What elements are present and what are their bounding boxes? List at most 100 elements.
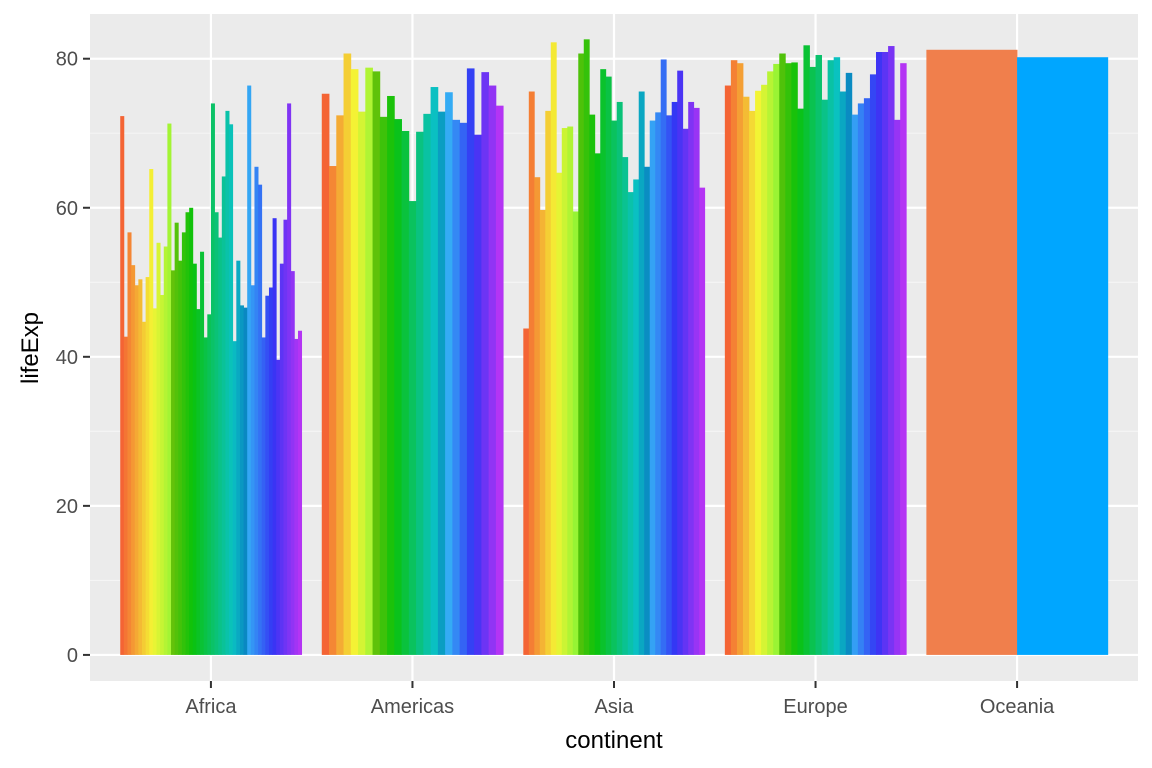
bar-americas bbox=[445, 92, 453, 655]
bar-africa bbox=[171, 270, 176, 655]
bar-asia bbox=[633, 179, 640, 655]
bar-europe bbox=[821, 99, 829, 655]
bar-africa bbox=[196, 309, 201, 655]
bar-americas bbox=[416, 131, 424, 655]
bar-asia bbox=[594, 153, 601, 655]
bar-asia bbox=[611, 120, 618, 655]
y-tick-label: 80 bbox=[56, 49, 78, 71]
bar-africa bbox=[138, 279, 143, 655]
bar-oceania bbox=[926, 49, 1018, 655]
bar-europe bbox=[863, 98, 871, 655]
bar-africa bbox=[189, 207, 194, 655]
bar-americas bbox=[408, 201, 417, 655]
bar-asia bbox=[528, 91, 535, 655]
bar-africa bbox=[294, 338, 299, 655]
bars-layer bbox=[120, 39, 1109, 655]
bar-europe bbox=[736, 63, 744, 655]
bar-asia bbox=[688, 101, 695, 655]
bar-africa bbox=[221, 176, 226, 655]
bar-europe bbox=[876, 52, 883, 655]
bar-europe bbox=[882, 52, 889, 655]
bar-africa bbox=[123, 336, 128, 655]
bar-europe bbox=[803, 45, 810, 655]
bar-asia bbox=[666, 115, 673, 655]
bar-europe bbox=[749, 110, 756, 655]
bar-africa bbox=[272, 218, 277, 655]
bar-africa bbox=[214, 212, 219, 655]
bar-europe bbox=[779, 53, 786, 655]
bar-americas bbox=[365, 67, 373, 655]
bar-africa bbox=[167, 123, 172, 655]
bar-africa bbox=[200, 251, 205, 655]
bar-africa bbox=[192, 263, 197, 655]
bar-europe bbox=[767, 71, 774, 655]
bar-asia bbox=[572, 211, 579, 655]
bar-europe bbox=[827, 60, 835, 655]
x-axis: Africa Americas Asia Europe Oceania bbox=[185, 681, 1055, 718]
bar-africa bbox=[145, 277, 150, 655]
bar-africa bbox=[163, 246, 168, 655]
bar-africa bbox=[232, 341, 237, 655]
bar-africa bbox=[178, 260, 183, 655]
bar-asia bbox=[622, 157, 629, 655]
bar-europe bbox=[730, 60, 738, 655]
bar-africa bbox=[243, 307, 248, 655]
bar-europe bbox=[724, 85, 732, 655]
bar-africa bbox=[174, 222, 179, 655]
bar-asia bbox=[655, 112, 662, 655]
bar-americas bbox=[401, 131, 410, 655]
bar-africa bbox=[287, 103, 292, 655]
bar-africa bbox=[290, 271, 295, 655]
bar-americas bbox=[350, 69, 359, 655]
bar-asia bbox=[699, 187, 706, 655]
bar-europe bbox=[791, 62, 798, 655]
bar-americas bbox=[321, 93, 330, 655]
bar-asia bbox=[534, 177, 541, 655]
bar-europe bbox=[900, 63, 907, 655]
bar-asia bbox=[583, 39, 590, 655]
bar-asia bbox=[627, 192, 634, 655]
bar-africa bbox=[160, 294, 165, 655]
bar-africa bbox=[283, 219, 288, 655]
bar-asia bbox=[638, 91, 645, 655]
bar-africa bbox=[134, 285, 139, 655]
bar-europe bbox=[833, 57, 841, 655]
bar-africa bbox=[276, 359, 281, 655]
bar-africa bbox=[142, 321, 147, 655]
bar-africa bbox=[258, 184, 263, 655]
bar-asia bbox=[605, 76, 612, 655]
bar-europe bbox=[755, 90, 762, 655]
bar-asia bbox=[523, 328, 530, 655]
y-tick-label: 60 bbox=[56, 198, 78, 220]
bar-asia bbox=[539, 210, 546, 655]
bar-africa bbox=[185, 212, 190, 655]
bar-africa bbox=[131, 265, 136, 655]
bar-europe bbox=[773, 63, 780, 655]
bar-americas bbox=[343, 53, 352, 655]
bar-europe bbox=[761, 84, 768, 655]
y-axis-title: lifeExp bbox=[17, 312, 44, 384]
bar-asia bbox=[600, 69, 607, 655]
bar-africa bbox=[265, 295, 270, 655]
bar-africa bbox=[225, 110, 230, 655]
bar-africa bbox=[239, 305, 244, 655]
bar-americas bbox=[358, 111, 366, 655]
bar-americas bbox=[387, 95, 395, 655]
bar-americas bbox=[394, 119, 402, 655]
bar-europe bbox=[869, 74, 877, 655]
bar-africa bbox=[203, 337, 208, 655]
bar-asia bbox=[567, 126, 574, 655]
bar-africa bbox=[279, 263, 284, 655]
bar-africa bbox=[156, 242, 161, 655]
bar-europe bbox=[785, 63, 792, 655]
bar-europe bbox=[809, 66, 816, 655]
bar-americas bbox=[372, 71, 381, 655]
bar-americas bbox=[495, 105, 504, 655]
bar-africa bbox=[236, 260, 241, 655]
bar-asia bbox=[649, 120, 656, 655]
bar-europe bbox=[742, 96, 750, 655]
bar-africa bbox=[218, 237, 223, 655]
y-tick-label: 20 bbox=[56, 496, 78, 518]
bar-americas bbox=[423, 113, 431, 655]
